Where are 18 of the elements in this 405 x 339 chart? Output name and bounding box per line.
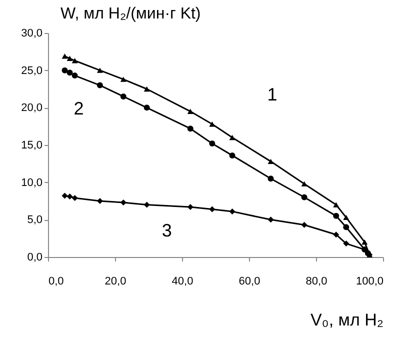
x-tick-label: 80,0	[306, 276, 328, 288]
text: 1	[267, 84, 278, 105]
y-axis-title: W, мл H₂/(мин·г Kt)	[60, 6, 201, 22]
x-tick-label: 100,0	[356, 276, 384, 288]
y-tick-label: 5,0	[27, 214, 42, 226]
y-tick-label: 30,0	[21, 28, 42, 40]
x-tick-label: 0,0	[48, 276, 64, 288]
x-tick-label: 20,0	[104, 276, 126, 288]
x-tick-label: 40,0	[172, 276, 194, 288]
y-tick-label: 15,0	[21, 140, 42, 152]
x-tick-label: 60,0	[238, 276, 260, 288]
series-label: 2	[74, 98, 84, 119]
y-tick-label: 0,0	[27, 252, 42, 264]
x-axis-title: V₀, мл H₂	[310, 310, 384, 330]
series-label: 3	[162, 220, 172, 241]
y-tick-label: 25,0	[21, 64, 42, 77]
y-tick-label: 20,0	[21, 102, 42, 114]
y-tick-label: 10,0	[21, 176, 42, 189]
